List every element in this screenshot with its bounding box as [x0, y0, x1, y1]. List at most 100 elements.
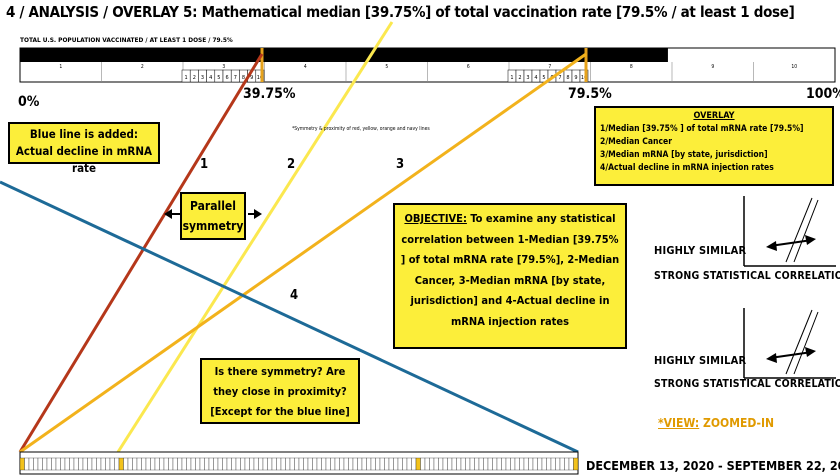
timeline-day-cell	[397, 457, 403, 471]
timeline-day-cell	[375, 457, 381, 471]
similar-diagram-2	[743, 308, 836, 379]
timeline-day-cell	[325, 457, 331, 471]
timeline-day-cell	[114, 457, 120, 471]
timeline-day-cell	[285, 457, 291, 471]
timeline-day-cell	[150, 457, 156, 471]
zoom-tick-label: 8	[242, 75, 245, 81]
timeline-day-cell	[406, 457, 412, 471]
symmetry-question-callout: Is there symmetry? Are they close in pro…	[200, 358, 360, 424]
similar-1-label: HIGHLY SIMILAR	[654, 244, 747, 257]
scale-total: 79.5%	[568, 86, 612, 102]
timeline-day-cell	[307, 457, 313, 471]
timeline-day-cell	[240, 457, 246, 471]
timeline-day-cell	[537, 457, 543, 471]
top-bar-zoom-ticks-a: 1 2 3 4 5 6 7 8 9 10	[181, 69, 265, 83]
similar-diagram-1	[743, 196, 836, 267]
zoom-tick-label: 8	[566, 75, 569, 81]
decile-label: 2	[140, 64, 144, 70]
objective-heading: OBJECTIVE:	[404, 212, 467, 225]
timeline-day-cell	[195, 457, 201, 471]
zoom-tick-label: 2	[518, 75, 521, 81]
timeline-day-cell	[262, 457, 268, 471]
timeline-day-cell	[532, 457, 538, 471]
timeline-day-cell	[208, 457, 214, 471]
timeline-day-cell	[316, 457, 322, 471]
timeline-day-cell	[568, 457, 574, 471]
zoom-tick-label: 2	[193, 75, 196, 81]
timeline-day-cell	[123, 457, 129, 471]
decile-label: 3	[222, 64, 226, 70]
timeline-day-cell	[60, 457, 66, 471]
view-indicator: *VIEW: ZOOMED-IN	[658, 416, 774, 430]
timeline-day-cell	[145, 457, 151, 471]
overlay-item-1: 1/Median [39.75% ] of total mRNA rate [7…	[600, 124, 804, 134]
top-bar-fill	[20, 48, 668, 62]
timeline-day-cell	[127, 457, 133, 471]
timeline-day-cell	[541, 457, 547, 471]
timeline-day-cell	[550, 457, 556, 471]
timeline-day-cell	[231, 457, 237, 471]
timeline-day-cell	[379, 457, 385, 471]
timeline-day-cell	[253, 457, 259, 471]
timeline-day-cell	[190, 457, 196, 471]
timeline-day-cell	[276, 457, 282, 471]
timeline-day-cell	[429, 457, 435, 471]
decile-label: 4	[303, 64, 307, 70]
zoom-tick-label: 4	[534, 75, 537, 81]
timeline-day-cell	[267, 457, 273, 471]
timeline-day-cell	[402, 457, 408, 471]
timeline-day-cell	[87, 457, 93, 471]
timeline-day-cell	[465, 457, 471, 471]
similar-1-sub: STRONG STATISTICAL CORRELATION	[654, 270, 840, 282]
timeline-day-cell	[168, 457, 174, 471]
zoom-tick-label: 5	[217, 75, 220, 81]
timeline-day-cell	[109, 457, 115, 471]
timeline-day-cell	[289, 457, 295, 471]
timeline-day-cell	[334, 457, 340, 471]
scale-median: 39.75%	[243, 86, 296, 102]
zoom-tick-label: 10	[257, 75, 263, 81]
red-median-line	[18, 53, 264, 453]
scale-hundred: 100%	[806, 86, 840, 102]
timeline-day-cell	[37, 457, 43, 471]
timeline-day-cell	[528, 457, 534, 471]
line-label-3: 3	[396, 157, 405, 172]
timeline-day-cell	[487, 457, 493, 471]
symmetry-note: *Symmetry & proximity of red, yellow, or…	[292, 126, 430, 132]
decile-label: 7	[548, 64, 552, 70]
timeline-day-cell	[370, 457, 376, 471]
scale-zero: 0%	[18, 94, 40, 110]
zoom-tick-label: 9	[574, 75, 577, 81]
timeline-day-cell	[82, 457, 88, 471]
date-range: DECEMBER 13, 2020 - SEPTEMBER 22, 2021	[586, 458, 840, 473]
orange-state-line	[19, 52, 587, 454]
yellow-cancer-line	[116, 21, 394, 453]
zoom-tick-label: 5	[542, 75, 545, 81]
timeline-day-cell	[546, 457, 552, 471]
timeline-day-cell	[19, 457, 25, 471]
timeline-day-cell	[303, 457, 309, 471]
timeline-day-cell	[51, 457, 57, 471]
zoom-tick-label: 7	[234, 75, 237, 81]
timeline-day-cell	[55, 457, 61, 471]
line-label-4: 4	[290, 288, 299, 303]
parallel-callout: Parallel symmetry	[180, 192, 246, 240]
timeline-day-cell	[163, 457, 169, 471]
zoom-tick-label: 10	[581, 75, 587, 81]
timeline-day-cell	[271, 457, 277, 471]
timeline-day-cell	[96, 457, 102, 471]
timeline-day-cell	[469, 457, 475, 471]
timeline-day-cell	[501, 457, 507, 471]
timeline-day-cell	[339, 457, 345, 471]
timeline-day-cell	[420, 457, 426, 471]
timeline-day-cell	[564, 457, 570, 471]
timeline-day-cell	[343, 457, 349, 471]
timeline-day-cell	[559, 457, 565, 471]
timeline-day-cell	[204, 457, 210, 471]
timeline-day-cell	[555, 457, 561, 471]
timeline-day-cell	[330, 457, 336, 471]
timeline-day-cell	[321, 457, 327, 471]
decile-label: 9	[711, 64, 715, 70]
